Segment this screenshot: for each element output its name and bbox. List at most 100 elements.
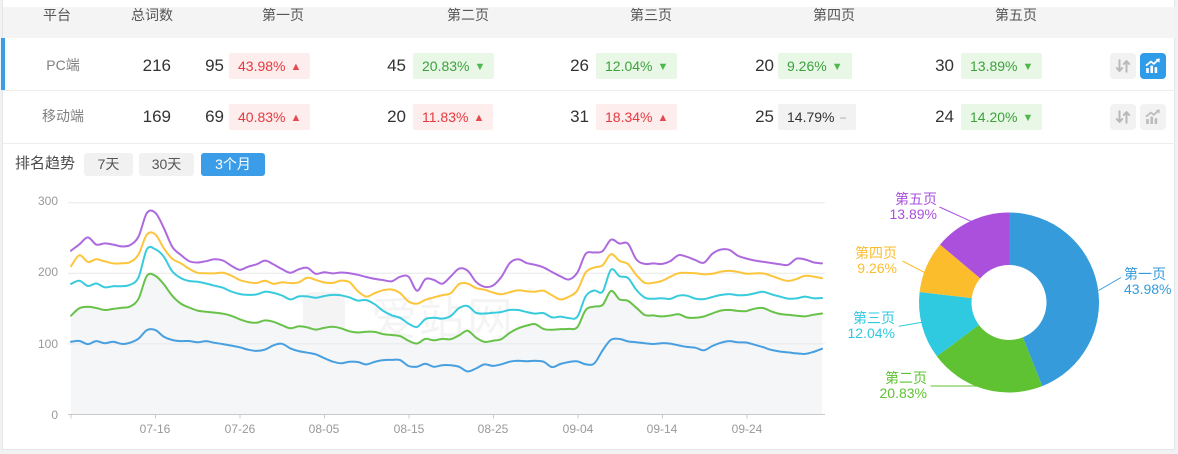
col-header-page4: 第四页	[813, 7, 855, 23]
trend-line-第四页[interactable]	[70, 231, 823, 305]
arrow-down-icon: ▼	[657, 61, 669, 73]
trend-line-第三页[interactable]	[70, 245, 823, 329]
donut-label-page2: 第二页 20.83%	[880, 371, 927, 401]
minus-icon: −	[839, 111, 847, 125]
x-axis-label: 07-16	[139, 422, 171, 436]
donut-slice-第一页[interactable]	[1009, 212, 1100, 387]
change-percent: 12.04%	[605, 58, 653, 74]
change-percent: 20.83%	[422, 58, 470, 74]
donut-leader-line	[902, 260, 932, 277]
page4-change-badge: 14.79% −	[778, 104, 856, 130]
updown-arrows-icon	[1115, 110, 1131, 124]
donut-label-percent: 13.89%	[889, 206, 937, 222]
donut-label-name: 第一页	[1124, 266, 1166, 282]
donut-label-name: 第二页	[885, 370, 927, 386]
donut-label-page3: 第三页 12.04%	[848, 311, 895, 341]
sort-updown-button[interactable]	[1110, 53, 1136, 79]
arrow-down-icon: ▼	[1022, 61, 1034, 73]
x-axis-label: 07-26	[224, 422, 256, 436]
table-row-platform[interactable]: 移动端	[42, 108, 84, 124]
arrow-down-stroke	[1115, 59, 1124, 72]
row-divider	[3, 90, 1175, 91]
page1-change-badge: 43.98% ▲	[229, 53, 311, 79]
table-row-platform[interactable]: PC端	[46, 57, 80, 73]
updown-arrows-icon	[1115, 59, 1131, 73]
total-words-value: 169	[142, 107, 171, 126]
page2-change-badge: 20.83% ▼	[413, 53, 495, 79]
change-percent: 13.89%	[970, 58, 1018, 74]
donut-label-page4: 第四页 9.26%	[855, 246, 897, 276]
show-trend-chart-button[interactable]	[1140, 53, 1166, 79]
arrow-up-icon: ▲	[290, 112, 302, 124]
y-axis-label: 0	[51, 408, 58, 422]
sort-updown-button[interactable]	[1110, 104, 1136, 130]
trend-zigzag-stroke	[1145, 58, 1160, 67]
arrow-down-stroke	[1115, 110, 1124, 123]
donut-leader-line	[898, 321, 923, 327]
x-axis-label: 08-15	[393, 422, 425, 436]
chart-bar	[1154, 67, 1158, 73]
page1-change-badge: 40.83% ▲	[229, 104, 311, 130]
total-words-value: 216	[142, 56, 171, 75]
updown-arrows-glyph	[1115, 59, 1131, 73]
chart-bar	[1150, 116, 1153, 124]
trend-line-第一页[interactable]	[70, 328, 823, 373]
donut-leader-line	[1098, 277, 1122, 291]
col-header-page3: 第三页	[630, 7, 672, 23]
chart-bar	[1146, 68, 1149, 73]
donut-label-percent: 9.26%	[857, 260, 897, 276]
trend-zigzag-stroke	[1145, 109, 1160, 118]
selected-row-indicator	[1, 38, 5, 90]
donut-label-name: 第三页	[853, 310, 895, 326]
change-percent: 14.79%	[787, 109, 835, 125]
chart-bars-glyph	[1146, 116, 1158, 124]
donut-leader-line	[939, 206, 973, 223]
trend-arrowhead	[1155, 109, 1160, 114]
col-header-total: 总词数	[131, 7, 173, 23]
row-divider	[3, 143, 1175, 144]
chart-bar	[1146, 119, 1149, 124]
updown-arrows-glyph	[1115, 110, 1131, 124]
chart-bar	[1150, 65, 1153, 73]
change-percent: 14.20%	[970, 109, 1018, 125]
page2-count: 45	[387, 56, 406, 75]
trend-section-title: 排名趋势	[15, 155, 76, 172]
change-percent: 11.83%	[422, 109, 469, 125]
donut-label-name: 第五页	[895, 191, 937, 207]
tab-30days[interactable]: 30天	[139, 153, 194, 176]
page2-count: 20	[387, 107, 406, 126]
col-header-page1: 第一页	[262, 7, 304, 23]
donut-label-percent: 43.98%	[1124, 281, 1172, 297]
x-axis-label: 08-25	[477, 422, 509, 436]
arrow-up-icon: ▲	[657, 112, 669, 124]
page4-count: 20	[755, 56, 774, 75]
change-percent: 9.26%	[787, 58, 827, 74]
chart-bar	[1154, 118, 1158, 124]
col-header-platform: 平台	[43, 7, 71, 23]
donut-label-page5: 第五页 13.89%	[890, 192, 937, 222]
page3-count: 31	[570, 107, 589, 126]
page3-count: 26	[570, 56, 589, 75]
trend-line-第五页[interactable]	[70, 209, 823, 292]
page1-count: 95	[205, 56, 224, 75]
arrow-up-icon: ▲	[290, 61, 302, 73]
change-percent: 18.34%	[605, 109, 653, 125]
page3-change-badge: 12.04% ▼	[596, 53, 678, 79]
arrow-down-icon: ▼	[474, 61, 486, 73]
col-header-page2: 第二页	[447, 7, 489, 23]
page5-change-badge: 14.20% ▼	[961, 104, 1043, 130]
donut-label-page1: 第一页 43.98%	[1124, 267, 1171, 297]
trend-chart-icon	[1145, 109, 1160, 124]
donut-label-percent: 12.04%	[847, 325, 895, 341]
trend-line-第二页[interactable]	[70, 272, 823, 345]
tab-7days[interactable]: 7天	[84, 153, 133, 176]
x-axis-label: 09-14	[646, 422, 678, 436]
tab-3months[interactable]: 3个月	[201, 153, 265, 176]
change-percent: 40.83%	[238, 109, 286, 125]
page1-count: 69	[205, 107, 224, 126]
donut-label-percent: 20.83%	[879, 385, 927, 401]
show-trend-chart-button[interactable]	[1140, 104, 1166, 130]
table-header	[3, 7, 1175, 38]
chart-bars-glyph	[1146, 65, 1158, 73]
